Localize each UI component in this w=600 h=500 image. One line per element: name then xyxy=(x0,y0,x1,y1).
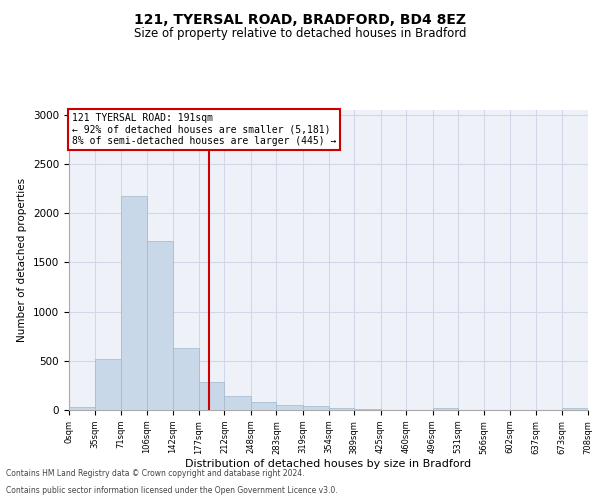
Bar xyxy=(199,382,224,410)
Bar xyxy=(329,408,354,410)
Bar xyxy=(562,408,588,410)
Y-axis label: Number of detached properties: Number of detached properties xyxy=(17,178,28,342)
Bar xyxy=(303,406,329,410)
X-axis label: Distribution of detached houses by size in Bradford: Distribution of detached houses by size … xyxy=(185,460,472,469)
Text: Contains HM Land Registry data © Crown copyright and database right 2024.: Contains HM Land Registry data © Crown c… xyxy=(6,468,305,477)
Bar xyxy=(95,359,121,410)
Bar xyxy=(277,404,303,410)
Bar xyxy=(354,409,380,410)
Bar xyxy=(173,348,199,410)
Bar xyxy=(147,241,173,410)
Bar xyxy=(121,196,147,410)
Bar xyxy=(69,407,95,410)
Text: Contains public sector information licensed under the Open Government Licence v3: Contains public sector information licen… xyxy=(6,486,338,495)
Bar xyxy=(251,402,277,410)
Text: 121 TYERSAL ROAD: 191sqm
← 92% of detached houses are smaller (5,181)
8% of semi: 121 TYERSAL ROAD: 191sqm ← 92% of detach… xyxy=(71,113,336,146)
Bar xyxy=(433,408,458,410)
Bar xyxy=(224,396,251,410)
Text: 121, TYERSAL ROAD, BRADFORD, BD4 8EZ: 121, TYERSAL ROAD, BRADFORD, BD4 8EZ xyxy=(134,12,466,26)
Text: Size of property relative to detached houses in Bradford: Size of property relative to detached ho… xyxy=(134,28,466,40)
